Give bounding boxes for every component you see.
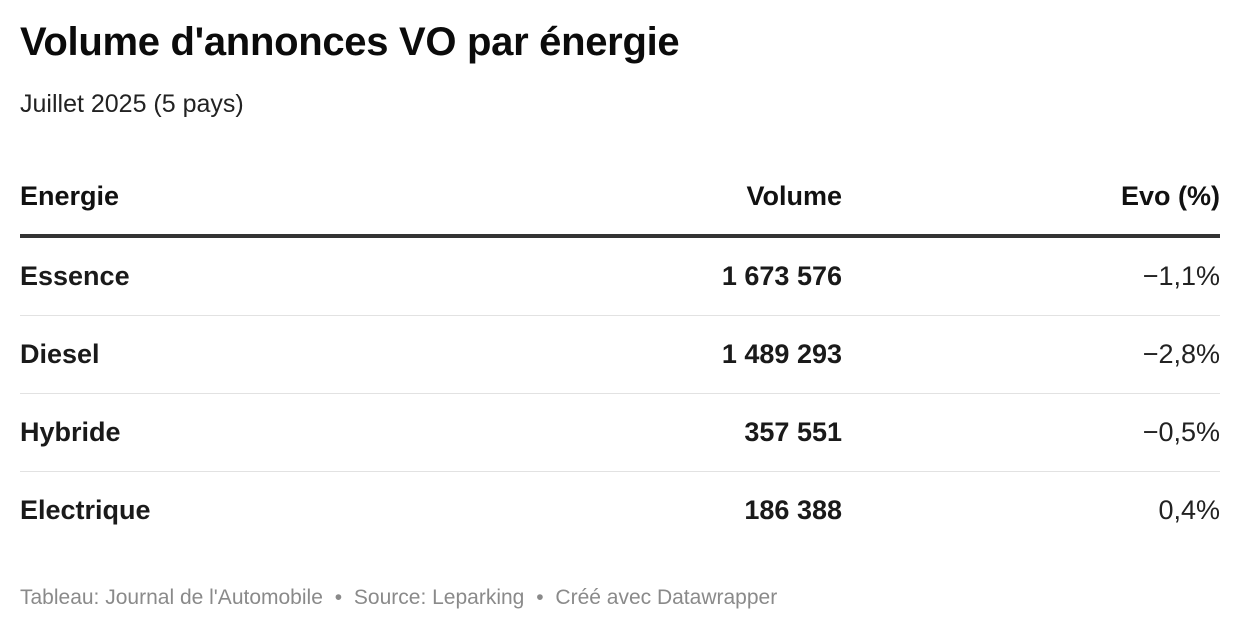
footer-separator: • (334, 586, 343, 609)
cell-evo: −0,5% (842, 393, 1220, 472)
column-header-energie: Energie (20, 158, 440, 238)
chart-subtitle: Juillet 2025 (5 pays) (20, 90, 244, 118)
table-row: Hybride 357 551 −0,5% (20, 393, 1220, 472)
footer-separator: • (536, 586, 544, 609)
chart-title: Volume d'annonces VO par énergie (20, 20, 680, 64)
cell-energie: Essence (20, 236, 440, 316)
table-row: Diesel 1 489 293 −2,8% (20, 315, 1220, 394)
cell-volume: 186 388 (744, 495, 842, 525)
cell-evo: 0,4% (1158, 495, 1220, 525)
cell-evo: −2,8% (842, 315, 1220, 394)
column-header-evo: Evo (%) (842, 158, 1220, 238)
table-row: Essence 1 673 576 −1,1% (20, 236, 1220, 316)
data-table: Energie Volume Evo (%) Essence 1 673 576… (20, 158, 1220, 549)
cell-volume: 1 673 576 (440, 236, 842, 316)
cell-energie: Diesel (20, 315, 440, 394)
cell-energie: Electrique (20, 495, 151, 525)
footer-credit: Tableau: Journal de l'Automobile (20, 586, 323, 609)
footer-source: Source: Leparking (353, 586, 525, 609)
cell-volume: 1 489 293 (440, 315, 842, 394)
column-header-volume: Volume (440, 158, 842, 238)
chart-footer: Tableau: Journal de l'Automobile • Sourc… (20, 586, 777, 610)
cell-energie: Hybride (20, 393, 440, 472)
table-header-row: Energie Volume Evo (%) (20, 158, 1220, 238)
cell-evo: −1,1% (842, 236, 1220, 316)
footer-tool: Créé avec Datawrapper (555, 586, 778, 609)
table-row: Electrique 186 388 0,4% (20, 472, 1220, 550)
cell-volume: 357 551 (440, 393, 842, 472)
